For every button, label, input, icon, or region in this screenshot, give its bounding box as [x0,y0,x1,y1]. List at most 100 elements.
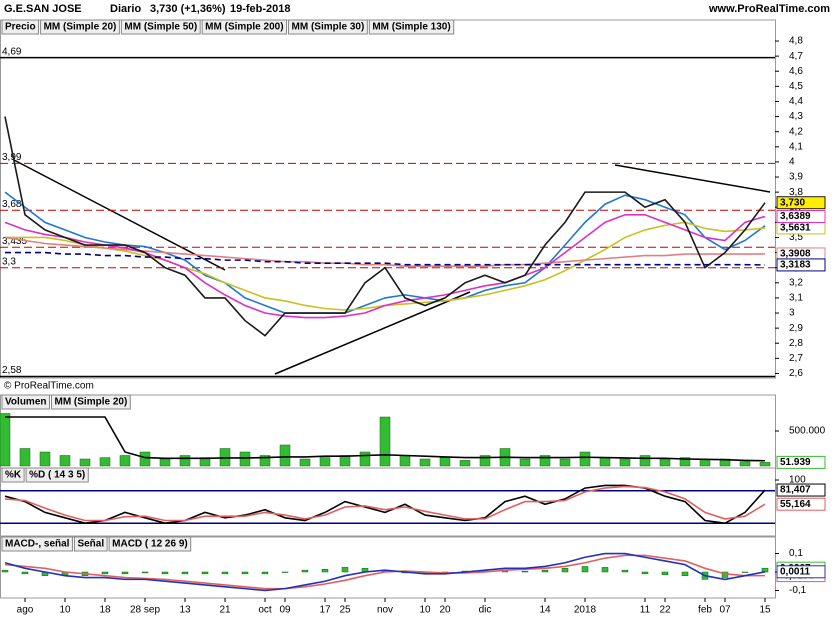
last-value-label: 3,730 [780,197,805,208]
legend-entry: MM (Simple 50) [124,22,197,33]
x-tick-label: 18 [99,605,111,616]
bar [159,458,171,467]
legend-entry: MACD-, señal [5,539,70,550]
bar [681,571,689,576]
bar [179,455,191,467]
bar [239,451,251,467]
y-tick-label: 4,4 [789,96,803,107]
y-tick-label: 4,2 [789,126,803,137]
legend-entry: MACD ( 12 26 9) [112,539,188,550]
legend-entry: %D ( 14 3 5) [29,470,85,481]
x-tick-label: 09 [279,605,291,616]
x-tick-label: 17 [319,605,331,616]
x-tick-label: 11 [640,605,651,616]
y-tick-label: 4,6 [789,66,803,77]
bar [399,455,411,467]
bar [241,571,249,575]
legend-entry: Volumen [5,397,46,408]
bar [59,455,71,467]
bar [161,571,169,575]
x-tick-label: ago [17,605,34,616]
bar [339,455,351,467]
last-value-box [776,497,826,511]
bar [279,444,291,467]
bar [319,457,331,467]
legend-entry-box [50,394,131,410]
x-tick-label: 21 [219,605,231,616]
y-tick-label: 2,9 [789,323,803,334]
y-tick-label: 2,8 [789,338,803,349]
last-value-label: 3,6389 [780,211,811,222]
legend-entry: Señal [77,539,104,550]
last-value-box [776,565,826,579]
level-label: 3,68 [2,199,22,210]
last-value-label: 81,407 [780,485,811,496]
bar [21,571,29,575]
level-label: 4,69 [2,46,22,57]
level-label: 3,3 [2,256,16,267]
x-tick-label: dic [479,605,492,616]
legend-entry-box [120,19,201,35]
bar [661,571,669,576]
legend-entry-box [73,536,108,552]
bar [581,566,589,573]
y-tick-label: 3,2 [789,277,803,288]
legend-entry: MM (Simple 200) [205,22,283,33]
legend-entry-box [288,19,368,35]
legend-entry-box [108,536,192,552]
bar [359,451,371,467]
bar [479,455,491,467]
x-tick-label: 2018 [574,605,597,616]
last-value-label: 3,3908 [780,249,811,260]
last-value-box [776,455,826,469]
legend-entry-box [40,19,120,35]
series-line [4,485,766,522]
copyright: © ProRealTime.com [4,381,94,392]
panel-frame [0,467,776,537]
bar [459,460,471,467]
x-tick-label: 10 [59,605,71,616]
last-value-box [776,209,826,223]
legend-entry-box [1,467,25,483]
bar [659,458,671,467]
series-line [4,116,766,337]
y-tick-label: 2,7 [789,353,803,364]
bar [341,567,349,573]
bar [301,569,309,573]
legend-label-box [1,19,40,35]
legend-entry-box [25,467,89,483]
x-tick-label: 22 [659,605,671,616]
bar [141,571,149,574]
x-tick-label: feb [698,605,712,616]
last-value-label: 55,164 [780,499,811,510]
bar [0,413,11,467]
bar [221,571,229,575]
x-tick-label: 10 [419,605,431,616]
x-tick-label: 25 [339,605,351,616]
last-value-label: 3,3183 [780,260,811,271]
date: 19-feb-2018 [230,3,291,15]
bar [561,568,569,573]
site[interactable]: www.ProRealTime.com [708,3,830,15]
bar [739,461,751,467]
legend-label: Precio [5,22,36,33]
level-label: 2,58 [2,365,22,376]
legend-entry-box [1,536,73,552]
y-tick-label: 2,6 [789,368,803,379]
bar [419,458,431,467]
y-tick-label: 4,3 [789,111,803,122]
bar [201,571,209,575]
bar [119,455,131,467]
period: Diario [110,3,141,15]
bar [439,457,451,467]
level-label: 3,99 [2,152,22,163]
y-tick-label: 500.000 [789,426,826,437]
x-tick-label: 13 [179,605,191,616]
y-tick-label: 3,8 [789,187,803,198]
y-tick-label: 4,7 [789,51,803,62]
bar [39,451,51,467]
trend-line [614,164,771,193]
legend-entry-box [1,394,50,410]
